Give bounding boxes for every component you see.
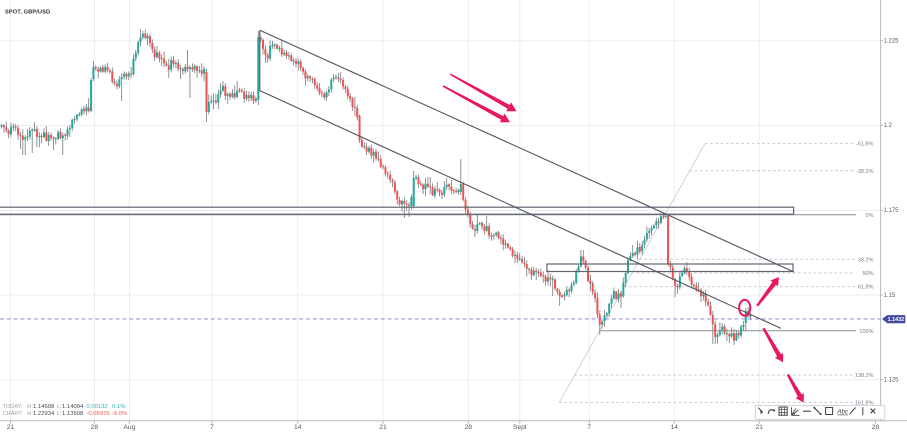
svg-text:1.14094: 1.14094 <box>62 404 84 410</box>
svg-text:21: 21 <box>7 424 15 431</box>
svg-text:L:: L: <box>57 411 62 417</box>
svg-text:28: 28 <box>465 424 473 431</box>
svg-text:1.15: 1.15 <box>884 293 896 299</box>
svg-text:-61.8%: -61.8% <box>856 141 874 147</box>
svg-text:21: 21 <box>756 424 764 431</box>
svg-text:50%: 50% <box>862 271 873 277</box>
svg-text:1.175: 1.175 <box>884 208 900 214</box>
svg-text:161.8%: 161.8% <box>855 400 874 406</box>
svg-text:SPOT, GBP/USD: SPOT, GBP/USD <box>5 10 50 16</box>
svg-text:Sept: Sept <box>513 424 527 431</box>
svg-text:-5.0%: -5.0% <box>112 411 128 417</box>
svg-text:L:: L: <box>57 404 62 410</box>
svg-text:H:: H: <box>27 404 33 410</box>
svg-text:1.14608: 1.14608 <box>33 404 55 410</box>
svg-text:100%: 100% <box>859 329 873 335</box>
svg-text:CHART:: CHART: <box>3 411 24 417</box>
svg-text:Aug: Aug <box>123 424 135 431</box>
svg-text:7: 7 <box>587 424 591 431</box>
svg-text:TODAY:: TODAY: <box>3 404 23 410</box>
svg-text:14: 14 <box>671 424 679 431</box>
svg-text:38.2%: 38.2% <box>858 257 874 263</box>
svg-text:H:: H: <box>27 411 33 417</box>
svg-text:14: 14 <box>294 424 302 431</box>
svg-text:1.125: 1.125 <box>884 378 900 384</box>
svg-text:1.1432: 1.1432 <box>888 317 905 323</box>
svg-text:28: 28 <box>91 424 99 431</box>
svg-text:1.13508: 1.13508 <box>62 411 84 417</box>
svg-text:1.2: 1.2 <box>884 123 893 129</box>
svg-text:1.225: 1.225 <box>884 39 900 45</box>
svg-text:138.2%: 138.2% <box>855 373 874 379</box>
svg-text:7: 7 <box>210 424 214 431</box>
svg-text:Abc: Abc <box>836 409 849 416</box>
svg-text:61.8%: 61.8% <box>858 285 874 291</box>
svg-text:0%: 0% <box>866 213 874 219</box>
svg-text:-0.05976: -0.05976 <box>86 411 110 417</box>
svg-text:28: 28 <box>872 424 880 431</box>
svg-text:0.00132: 0.00132 <box>86 404 107 410</box>
svg-text:21: 21 <box>379 424 387 431</box>
svg-text:-38.2%: -38.2% <box>856 169 874 175</box>
svg-text:1.22934: 1.22934 <box>33 411 55 417</box>
svg-text:0.1%: 0.1% <box>112 404 126 410</box>
